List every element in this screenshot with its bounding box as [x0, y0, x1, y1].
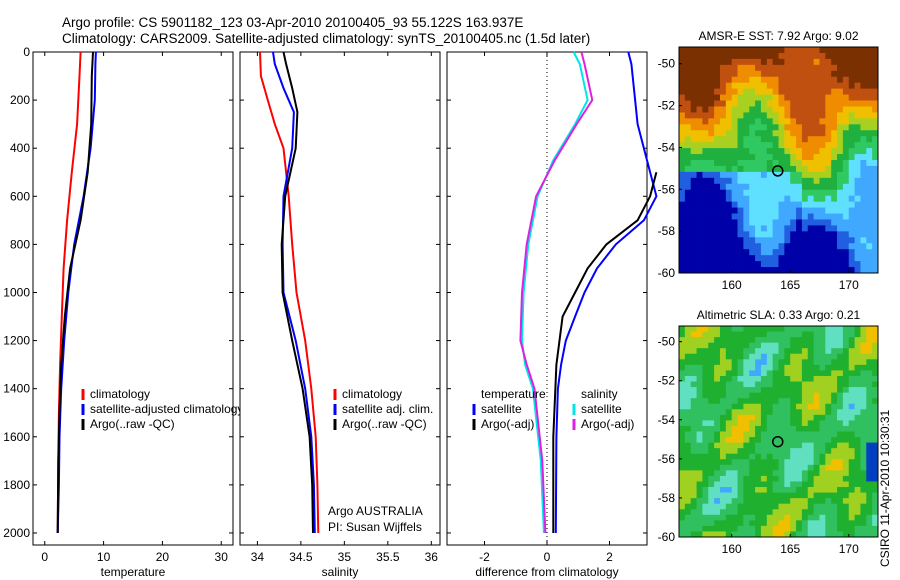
- x-tick-label: 35: [338, 550, 352, 564]
- x-tick-label: 2: [606, 550, 613, 564]
- argo-position-marker: [772, 435, 784, 448]
- map-title: Altimetric SLA: 0.33 Argo: 0.21: [697, 308, 861, 322]
- y-tick-label: -56: [658, 452, 676, 466]
- series-line: [259, 51, 320, 534]
- series-line: [552, 171, 658, 533]
- series-line: [519, 51, 594, 534]
- temperature-panel: 0 200 400 600 800 1000 1200 1400 1600 1800 2000 0 10…: [3, 45, 243, 579]
- legend-label: climatology: [342, 387, 402, 401]
- y-tick-label: -54: [658, 140, 676, 154]
- y-tick-label: 1200: [3, 334, 30, 348]
- map-frame: [678, 46, 879, 274]
- legend-label: satellite-adjusted climatology: [90, 402, 243, 416]
- y-tick-label: 0: [23, 45, 30, 59]
- series-line: [520, 51, 589, 534]
- x-axis-label: difference from climatology: [475, 565, 618, 579]
- map-title: AMSR-E SST: 7.92 Argo: 9.02: [698, 29, 858, 43]
- x-tick-label: 160: [722, 542, 742, 556]
- series-line: [280, 51, 314, 534]
- x-tick-label: 20: [156, 550, 170, 564]
- y-tick-label: -60: [658, 266, 676, 280]
- x-tick-label: -2: [479, 550, 490, 564]
- x-tick-label: 160: [722, 278, 742, 292]
- y-tick-label: 600: [10, 189, 30, 203]
- x-tick-label: 35.5: [376, 550, 400, 564]
- legend-label: Argo(-adj): [481, 417, 534, 431]
- salinity-panel: 34 34.5 35 35.5 36 salinity climatologysatelli…: [239, 51, 441, 579]
- legend-label: satellite: [581, 402, 622, 416]
- argo-australia-label: Argo AUSTRALIA: [328, 504, 423, 518]
- series-line: [56, 51, 94, 534]
- y-tick-label: 800: [10, 237, 30, 251]
- y-tick-label: -54: [658, 413, 676, 427]
- legend-label: satellite adj. clim.: [342, 402, 433, 416]
- y-tick-label: -52: [658, 99, 676, 113]
- legend-label: satellite: [481, 402, 522, 416]
- pi-label: PI: Susan Wijffels: [328, 520, 422, 534]
- y-tick-label: 1000: [3, 285, 30, 299]
- x-tick-label: 170: [839, 278, 859, 292]
- x-tick-label: 0: [41, 550, 48, 564]
- y-tick-label: -58: [658, 224, 676, 238]
- legend-group-label: temperature: [481, 387, 546, 401]
- x-tick-label: 36: [425, 550, 439, 564]
- sst-map-panel: 160 165 170 -50 -52 -54 -56 -58 -60 AMSR-E SST: 7…: [658, 29, 879, 292]
- x-tick-label: 165: [780, 278, 800, 292]
- y-tick-label: -58: [658, 491, 676, 505]
- legend-label: Argo(..raw -QC): [90, 417, 175, 431]
- y-tick-label: 200: [10, 93, 30, 107]
- x-tick-label: 170: [839, 542, 859, 556]
- x-tick-label: 165: [780, 542, 800, 556]
- y-tick-label: -50: [658, 57, 676, 71]
- plot-frame: [446, 51, 648, 546]
- map-frame: [678, 325, 879, 538]
- y-tick-label: 1800: [3, 478, 30, 492]
- y-tick-label: -56: [658, 182, 676, 196]
- header-line-2: Climatology: CARS2009. Satellite-adjuste…: [62, 31, 590, 46]
- argo-position-marker: [772, 165, 784, 177]
- x-tick-label: 0: [544, 550, 551, 564]
- y-tick-label: 1400: [3, 382, 30, 396]
- x-tick-label: 34.5: [289, 550, 313, 564]
- y-tick-label: 400: [10, 141, 30, 155]
- series-line: [554, 51, 658, 534]
- x-tick-label: 10: [97, 550, 111, 564]
- legend-label: climatology: [90, 387, 150, 401]
- csiro-timestamp: CSIRO 11-Apr-2010 10:30:31: [878, 409, 892, 567]
- legend-label: Argo(-adj): [581, 417, 634, 431]
- sla-map-panel: 160 165 170 -50 -52 -54 -56 -58 -60 Altimetric SL…: [658, 308, 879, 556]
- y-tick-label: -52: [658, 374, 676, 388]
- legend-group-label: salinity: [581, 387, 618, 401]
- heatmap-cells: [679, 326, 879, 538]
- y-tick-label: 1600: [3, 430, 30, 444]
- x-tick-label: 34: [251, 550, 265, 564]
- y-tick-label: 2000: [3, 526, 30, 540]
- legend-label: Argo(..raw -QC): [342, 417, 427, 431]
- header-line-1: Argo profile: CS 5901182_123 03-Apr-2010…: [62, 15, 523, 30]
- y-tick-label: -60: [658, 530, 676, 544]
- plot-frame: [239, 51, 441, 546]
- x-axis-label: temperature: [101, 565, 166, 579]
- x-axis-label: salinity: [322, 565, 359, 579]
- x-tick-label: 30: [215, 550, 229, 564]
- heatmap-cells: [679, 47, 879, 274]
- y-tick-label: -50: [658, 335, 676, 349]
